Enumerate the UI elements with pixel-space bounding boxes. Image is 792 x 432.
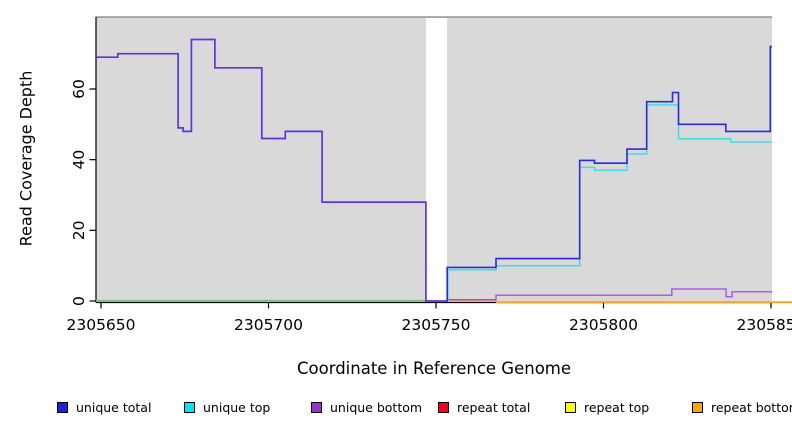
- no-data-gap-band: [425, 17, 448, 304]
- x-tick-label: 2305800: [569, 316, 638, 334]
- legend-swatch-icon: [184, 401, 195, 413]
- y-tick-label: 40: [70, 150, 88, 170]
- y-tick-label: 60: [70, 79, 88, 99]
- legend-item-unique-bottom: unique bottom: [311, 398, 422, 416]
- x-tick-label: 2305750: [401, 316, 470, 334]
- legend-label: unique top: [203, 399, 271, 415]
- legend-swatch-icon: [692, 401, 703, 413]
- y-tick-label: 20: [70, 220, 88, 240]
- legend-item-unique-total: unique total: [57, 398, 151, 416]
- legend-item-repeat-total: repeat total: [438, 398, 530, 416]
- x-tick-label: 2305650: [66, 316, 135, 334]
- legend-swatch-icon: [438, 401, 449, 413]
- legend-swatch-icon: [565, 401, 576, 413]
- x-tick-label: 2305700: [234, 316, 303, 334]
- y-axis-title: Read Coverage Depth: [16, 70, 36, 247]
- legend-item-unique-top: unique top: [184, 398, 270, 416]
- legend-label: unique total: [76, 399, 152, 415]
- legend-label: unique bottom: [330, 399, 423, 415]
- legend-label: repeat total: [457, 399, 531, 415]
- series-unique-total-right-line: [446, 45, 772, 302]
- series-unique-total-left-line: [96, 38, 448, 302]
- legend-label: repeat top: [584, 399, 650, 415]
- y-tick-label: 0: [70, 296, 88, 306]
- series-unique-bottom-line: [447, 288, 772, 301]
- legend-swatch-icon: [57, 401, 68, 413]
- x-axis-title: Coordinate in Reference Genome: [296, 359, 572, 378]
- series-unique-top-line: [447, 104, 772, 302]
- legend-swatch-icon: [311, 401, 322, 413]
- legend-label: repeat bottom: [711, 399, 792, 415]
- legend-item-repeat-bottom: repeat bottom: [692, 398, 792, 416]
- legend-item-repeat-top: repeat top: [565, 398, 649, 416]
